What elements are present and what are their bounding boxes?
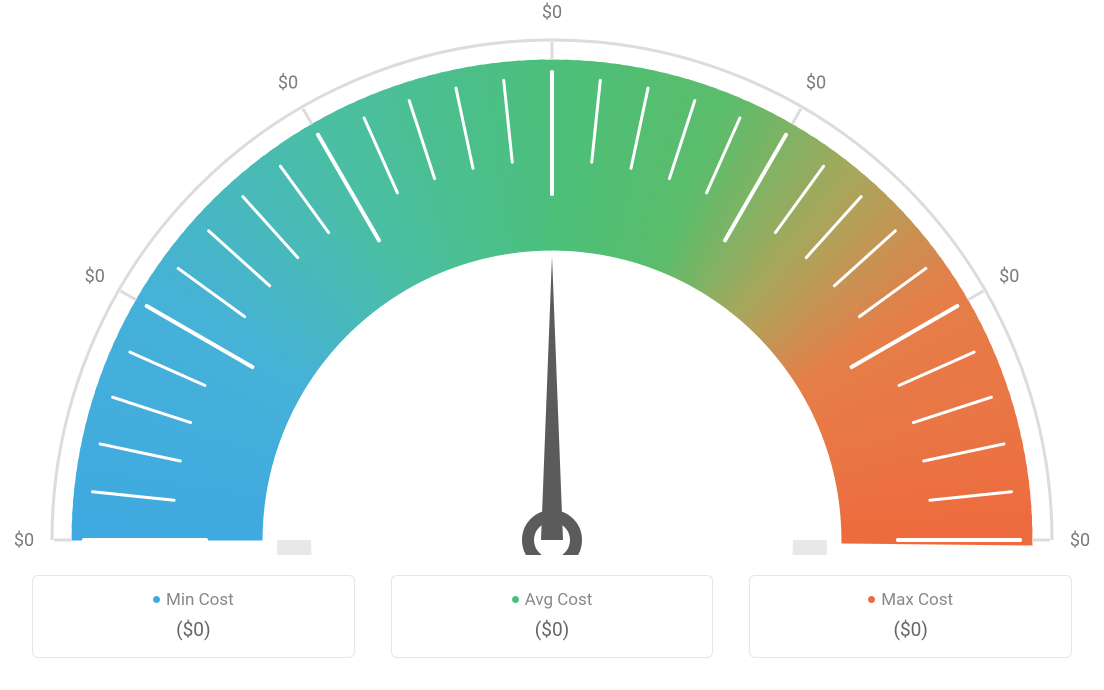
gauge-tick-label: $0 — [1070, 530, 1090, 551]
gauge-svg: $0 $0 $0 $0 $0 $0 $0 — [0, 0, 1104, 555]
legend-title-min: Min Cost — [33, 590, 354, 610]
legend-value-avg: ($0) — [392, 618, 713, 641]
legend-value-min: ($0) — [33, 618, 354, 641]
legend-label-min: Min Cost — [166, 590, 234, 610]
gauge-needle — [541, 256, 563, 540]
legend-card-avg: Avg Cost ($0) — [391, 575, 714, 658]
legend-card-min: Min Cost ($0) — [32, 575, 355, 658]
gauge-tick-label: $0 — [806, 73, 826, 94]
gauge-tick-label: $0 — [85, 266, 105, 287]
legend-title-max: Max Cost — [750, 590, 1071, 610]
gauge-tick-label: $0 — [14, 530, 34, 551]
legend-label-max: Max Cost — [881, 590, 953, 610]
legend-label-avg: Avg Cost — [525, 590, 593, 610]
legend-value-max: ($0) — [750, 618, 1071, 641]
gauge-tick-label: $0 — [999, 266, 1019, 287]
legend-dot-max — [868, 596, 875, 603]
legend-dot-min — [153, 596, 160, 603]
legend-card-max: Max Cost ($0) — [749, 575, 1072, 658]
gauge-chart: $0 $0 $0 $0 $0 $0 $0 — [0, 0, 1104, 555]
gauge-tick-label: $0 — [542, 2, 562, 23]
legend-row: Min Cost ($0) Avg Cost ($0) Max Cost ($0… — [0, 555, 1104, 658]
legend-dot-avg — [512, 596, 519, 603]
gauge-tick-label: $0 — [278, 73, 298, 94]
gauge-inner-ring — [277, 540, 827, 555]
legend-title-avg: Avg Cost — [392, 590, 713, 610]
